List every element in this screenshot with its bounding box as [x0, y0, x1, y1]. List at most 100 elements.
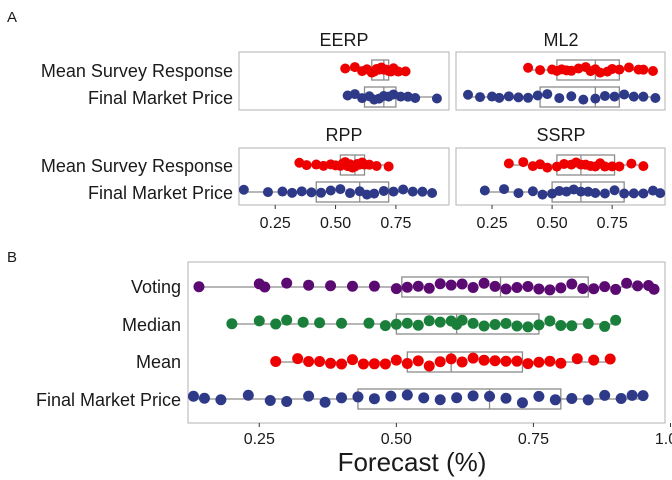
- facet-ml2-row1-point: [532, 90, 543, 101]
- facet-ssrp-row1-point: [527, 186, 538, 197]
- panel-b-row-voting-point: [577, 282, 589, 294]
- panel-b-row-voting-point: [588, 283, 600, 295]
- panel-b-row-median-point: [500, 317, 512, 329]
- panel-b-row-mean-point: [423, 360, 435, 372]
- facet-ml2-row1-point: [475, 92, 486, 103]
- panel-b-row-voting-point: [566, 278, 578, 290]
- panel-b-row-mean-point: [292, 353, 304, 365]
- facet-ssrp-row1-point: [554, 185, 565, 196]
- panel-b-row-final-market-price-point: [281, 395, 293, 407]
- panel-b-row-final-market-price-point: [215, 394, 227, 406]
- facet-ml2-frame: [455, 51, 666, 111]
- facet-ssrp-row1-point: [499, 184, 510, 195]
- panel-b-row-voting-point: [478, 277, 490, 289]
- panel-b-row-mean-point: [571, 353, 583, 365]
- panel-b-row-final-market-price-point: [264, 395, 276, 407]
- panel-b-frame: [187, 261, 666, 424]
- panel-b-row-median-point: [582, 318, 594, 330]
- panel-b-row-mean-point: [325, 357, 337, 369]
- panel-b-row-final-market-price-point: [198, 392, 210, 404]
- chart-marks: 0.25 0.50 0.75 0.25 0.50 0.75 0.25 0.50 0.75 1.00: [187, 51, 672, 448]
- facet-ssrp-row1-point: [655, 188, 666, 199]
- panel-b-row-median-point: [297, 316, 309, 328]
- panel-b-row-mean-point: [500, 355, 512, 367]
- facet-rpp-row1-point: [296, 186, 307, 197]
- panel-b-row-median-point: [379, 320, 391, 332]
- panel-b-row-mean-point: [401, 358, 413, 370]
- panel-b-row-final-market-price-point: [187, 390, 199, 402]
- facet-rpp-row1-point: [388, 186, 399, 197]
- panel-b-row-final-market-price-point: [549, 394, 561, 406]
- panel-b-row-final-market-price-point: [385, 390, 397, 402]
- panel-b-row-final-market-price-point: [637, 390, 649, 402]
- panel-b-row-mean-point: [456, 356, 468, 368]
- facet-eerp-row0-point: [400, 66, 411, 77]
- facet-rpp-row1-point: [427, 187, 438, 198]
- facet-rpp-row1-point: [369, 188, 380, 199]
- panel-b-row-final-market-price-point: [566, 393, 578, 405]
- facet-ml2-row1-point: [650, 92, 661, 103]
- panel-b-row-median-point: [434, 316, 446, 328]
- panel-b-row-median-point: [489, 318, 501, 330]
- panel-b-row-median-point: [270, 318, 282, 330]
- panel-b-row-median-point: [599, 320, 611, 332]
- facet-ml2-row1-point: [513, 92, 524, 103]
- panel-b-row-mean-point: [588, 354, 600, 366]
- facet-ssrp-row1-point: [479, 185, 490, 196]
- panel-b-row-final-market-price-point: [434, 394, 446, 406]
- facet-ssrp-row1-point: [638, 188, 649, 199]
- panel-b-row-voting-point: [522, 280, 534, 292]
- facet-rpp-x-tick-label: 0.75: [380, 215, 411, 232]
- panel-b-row-median-point: [478, 320, 490, 332]
- facet-ml2-row1-point: [503, 91, 514, 102]
- facet-rpp-row1-point: [277, 186, 288, 197]
- panel-b-row-mean-point: [357, 358, 369, 370]
- facet-eerp-row1-point: [395, 91, 406, 102]
- panel-b-row-median-point: [555, 319, 567, 331]
- facet-eerp-row0-point: [393, 66, 404, 77]
- facet-title-eerp: EERP: [319, 30, 368, 50]
- panel-b-row-voting-point: [346, 280, 358, 292]
- facet-rpp-row1-point: [407, 186, 418, 197]
- panel-b-row-median-point: [314, 317, 326, 329]
- panel-b-row-mean-point: [434, 356, 446, 368]
- facet-ssrp-row0-point: [599, 161, 610, 172]
- panel-b-row-mean-point: [533, 356, 545, 368]
- facet-ssrp-row0-point: [518, 157, 529, 168]
- panel-b-row-voting-point: [456, 278, 468, 290]
- facet-rpp-row0-point: [383, 161, 394, 172]
- facet-rpp-row0-point: [301, 160, 312, 171]
- panel-b-row-final-market-price-point: [319, 396, 331, 408]
- facet-ssrp-row1-point: [513, 188, 524, 199]
- facet-eerp-row0-point: [340, 63, 351, 74]
- facet-eerp-frame: [238, 51, 450, 111]
- panel-b-row-voting-point: [445, 279, 457, 291]
- facet-ssrp-row1-point: [537, 189, 548, 200]
- panel-b-row-mean-point: [522, 358, 534, 370]
- panel-b-row-final-market-price-point: [352, 391, 364, 403]
- panel-b-label: B: [7, 249, 17, 266]
- panel-b-row-median-point: [533, 319, 545, 331]
- panel-b-row-final-market-price-point: [418, 392, 430, 404]
- panel-b-row-voting-point: [648, 283, 660, 295]
- facet-ml2-row1-point: [463, 89, 474, 100]
- panel-b-row-voting-point: [434, 278, 446, 290]
- facet-ssrp-row0-point: [626, 158, 637, 169]
- facet-ml2-row1-point: [542, 89, 553, 100]
- facet-ml2-row0-point: [607, 63, 618, 74]
- panel-b-row-mean-point: [270, 355, 282, 367]
- panel-b-row-voting-point: [489, 280, 501, 292]
- panel-b-row-median-point: [511, 320, 523, 332]
- panel-b-row-median-point: [390, 318, 402, 330]
- facet-rpp-x-tick-label: 0.50: [320, 215, 351, 232]
- panel-b-row-final-market-price-point: [582, 394, 594, 406]
- panel-b-row-mean-point: [604, 353, 616, 365]
- facet-ssrp-row1-point: [599, 188, 610, 199]
- panel-b-row-voting-point: [632, 280, 644, 292]
- panel-b-row-mean-point: [368, 358, 380, 370]
- facet-ssrp-x-tick-label: 0.50: [537, 215, 568, 232]
- row-label-market-bottom: Final Market Price: [88, 183, 233, 203]
- panel-b-row-mean-point: [314, 356, 326, 368]
- panel-b-row-mean-point: [467, 352, 479, 364]
- facet-rpp-row1-point: [378, 185, 389, 196]
